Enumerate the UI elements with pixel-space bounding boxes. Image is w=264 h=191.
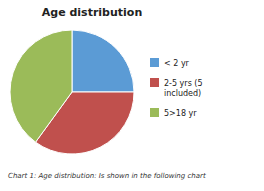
legend-item: < 2 yr (150, 58, 190, 68)
chart: Age distribution < 2 yr 2-5 yrs (5included… (0, 0, 264, 191)
caption: Chart 1: Age distribution: Is shown in t… (8, 172, 206, 180)
legend-swatch (150, 78, 159, 87)
title: Age distribution (42, 6, 142, 19)
legend-label: < 2 yr (164, 59, 190, 68)
legend: < 2 yr 2-5 yrs (5included) 5>18 yr (150, 58, 203, 118)
pie-slice (10, 30, 72, 142)
legend-swatch (150, 58, 159, 67)
pie-slice (72, 30, 134, 92)
pie (10, 30, 134, 154)
legend-label: 2-5 yrs (5included) (164, 79, 203, 98)
legend-item: 2-5 yrs (5included) (150, 78, 203, 98)
legend-item: 5>18 yr (150, 108, 197, 118)
legend-label: 5>18 yr (164, 109, 197, 118)
legend-swatch (150, 108, 159, 117)
